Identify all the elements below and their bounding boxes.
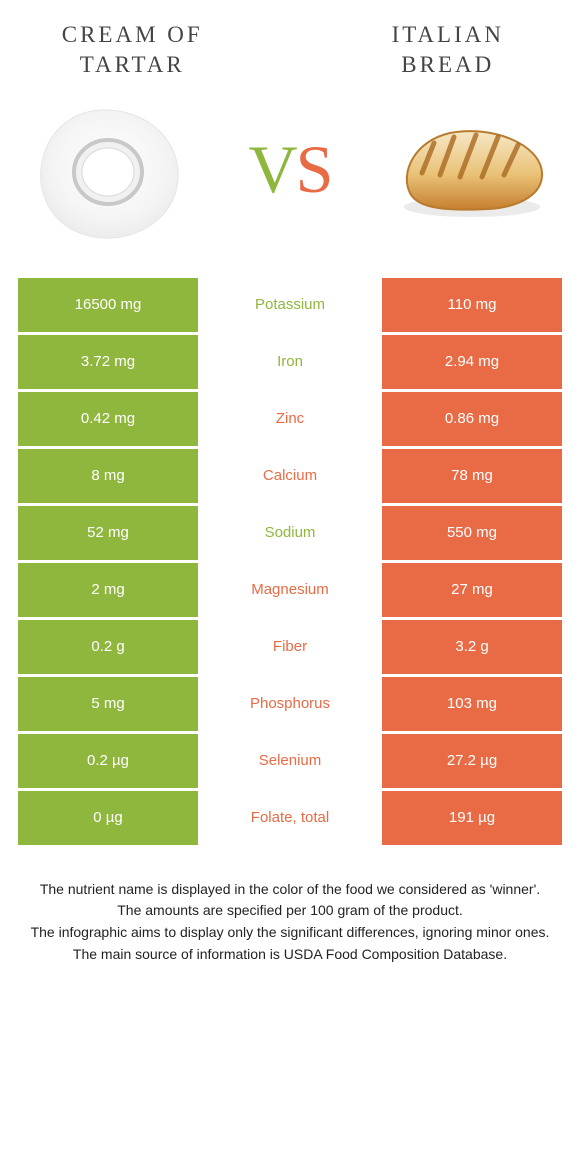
- table-row: 16500 mgPotassium110 mg: [18, 278, 562, 332]
- cream-of-tartar-icon: [18, 90, 198, 250]
- right-food-title: ITALIAN BREAD: [334, 20, 562, 80]
- nutrient-name: Potassium: [198, 278, 382, 332]
- left-value: 8 mg: [18, 449, 198, 503]
- right-value: 3.2 g: [382, 620, 562, 674]
- table-row: 3.72 mgIron2.94 mg: [18, 335, 562, 389]
- nutrient-name: Iron: [198, 335, 382, 389]
- left-value: 5 mg: [18, 677, 198, 731]
- table-row: 2 mgMagnesium27 mg: [18, 563, 562, 617]
- nutrient-name: Phosphorus: [198, 677, 382, 731]
- left-value: 0.2 µg: [18, 734, 198, 788]
- left-value: 52 mg: [18, 506, 198, 560]
- comparison-table: 16500 mgPotassium110 mg3.72 mgIron2.94 m…: [18, 278, 562, 845]
- left-value: 0.2 g: [18, 620, 198, 674]
- footer-line-1: The nutrient name is displayed in the co…: [18, 879, 562, 901]
- right-title-line2: BREAD: [334, 50, 562, 80]
- table-row: 0.42 mgZinc0.86 mg: [18, 392, 562, 446]
- right-value: 103 mg: [382, 677, 562, 731]
- left-value: 0 µg: [18, 791, 198, 845]
- nutrient-name: Folate, total: [198, 791, 382, 845]
- table-row: 52 mgSodium550 mg: [18, 506, 562, 560]
- left-value: 3.72 mg: [18, 335, 198, 389]
- left-value: 2 mg: [18, 563, 198, 617]
- right-value: 0.86 mg: [382, 392, 562, 446]
- footer-line-3: The infographic aims to display only the…: [18, 922, 562, 944]
- table-row: 0 µgFolate, total191 µg: [18, 791, 562, 845]
- vs-v: V: [249, 130, 296, 209]
- nutrient-name: Calcium: [198, 449, 382, 503]
- left-value: 16500 mg: [18, 278, 198, 332]
- table-row: 5 mgPhosphorus103 mg: [18, 677, 562, 731]
- nutrient-name: Sodium: [198, 506, 382, 560]
- footer-line-4: The main source of information is USDA F…: [18, 944, 562, 966]
- left-value: 0.42 mg: [18, 392, 198, 446]
- nutrient-name: Zinc: [198, 392, 382, 446]
- right-value: 550 mg: [382, 506, 562, 560]
- right-value: 110 mg: [382, 278, 562, 332]
- footer-line-2: The amounts are specified per 100 gram o…: [18, 900, 562, 922]
- nutrient-name: Selenium: [198, 734, 382, 788]
- header: CREAM OF TARTAR ITALIAN BREAD: [18, 20, 562, 80]
- nutrient-name: Magnesium: [198, 563, 382, 617]
- footer-notes: The nutrient name is displayed in the co…: [0, 879, 580, 966]
- left-title-line1: CREAM OF: [18, 20, 246, 50]
- hero-row: VS: [18, 90, 562, 250]
- table-row: 0.2 gFiber3.2 g: [18, 620, 562, 674]
- right-value: 2.94 mg: [382, 335, 562, 389]
- italian-bread-icon: [382, 90, 562, 250]
- right-value: 191 µg: [382, 791, 562, 845]
- right-value: 27.2 µg: [382, 734, 562, 788]
- right-value: 27 mg: [382, 563, 562, 617]
- vs-label: VS: [249, 130, 332, 209]
- table-row: 0.2 µgSelenium27.2 µg: [18, 734, 562, 788]
- right-value: 78 mg: [382, 449, 562, 503]
- table-row: 8 mgCalcium78 mg: [18, 449, 562, 503]
- left-food-title: CREAM OF TARTAR: [18, 20, 246, 80]
- nutrient-name: Fiber: [198, 620, 382, 674]
- vs-s: S: [296, 130, 332, 209]
- left-title-line2: TARTAR: [18, 50, 246, 80]
- right-title-line1: ITALIAN: [334, 20, 562, 50]
